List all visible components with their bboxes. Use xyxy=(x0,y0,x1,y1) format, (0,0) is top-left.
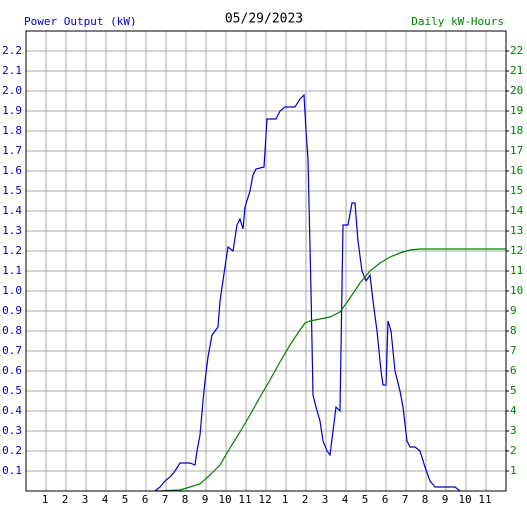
y2-tick-label: 11 xyxy=(510,264,523,277)
data-line xyxy=(154,93,461,492)
x-tick-label: 12 xyxy=(258,493,271,506)
x-tick-label: 1 xyxy=(42,493,49,506)
y-tick-label: 1.3 xyxy=(2,224,22,237)
y-tick-label: 1.8 xyxy=(2,124,22,137)
y2-tick-label: 16 xyxy=(510,164,523,177)
x-tick-label: 7 xyxy=(402,493,409,506)
y2-tick-label: 7 xyxy=(510,344,517,357)
y2-tick-label: 14 xyxy=(510,204,524,217)
y2-tick-label: 10 xyxy=(510,284,523,297)
y-tick-label: 1.1 xyxy=(2,264,22,277)
y2-tick-label: 3 xyxy=(510,424,517,437)
y2-tick-label: 1 xyxy=(510,464,517,477)
y-tick-label: 1.5 xyxy=(2,184,22,197)
x-tick-label: 6 xyxy=(382,493,389,506)
y-tick-label: 0.7 xyxy=(2,344,22,357)
y2-tick-label: 22 xyxy=(510,44,523,57)
y2-tick-label: 2 xyxy=(510,444,517,457)
y-tick-label: 1.9 xyxy=(2,104,22,117)
y2-tick-label: 4 xyxy=(510,404,517,417)
x-tick-label: 2 xyxy=(62,493,69,506)
y2-tick-label: 5 xyxy=(510,384,517,397)
x-tick-label: 3 xyxy=(82,493,89,506)
y2-tick-label: 12 xyxy=(510,244,523,257)
y2-tick-label: 13 xyxy=(510,224,523,237)
y-tick-label: 1.0 xyxy=(2,284,22,297)
y-tick-label: 2.2 xyxy=(2,44,22,57)
y-tick-label: 1.7 xyxy=(2,144,22,157)
x-tick-label: 8 xyxy=(422,493,429,506)
y2-tick-label: 9 xyxy=(510,304,517,317)
x-tick-label: 11 xyxy=(478,493,491,506)
y2-tick-label: 20 xyxy=(510,84,523,97)
x-tick-label: 9 xyxy=(202,493,209,506)
y-tick-label: 0.1 xyxy=(2,464,22,477)
y-tick-label: 1.4 xyxy=(2,204,22,217)
x-tick-label: 3 xyxy=(322,493,329,506)
x-tick-label: 2 xyxy=(302,493,309,506)
y-tick-label: 1.6 xyxy=(2,164,22,177)
y2-tick-label: 17 xyxy=(510,144,523,157)
x-tick-label: 11 xyxy=(238,493,251,506)
x-tick-label: 5 xyxy=(122,493,129,506)
y-tick-label: 0.8 xyxy=(2,324,22,337)
y2-axis-label: Daily kW-Hours xyxy=(411,15,504,28)
y2-tick-label: 15 xyxy=(510,184,523,197)
x-tick-label: 9 xyxy=(442,493,449,506)
x-tick-label: 8 xyxy=(182,493,189,506)
x-tick-label: 4 xyxy=(102,493,109,506)
y2-tick-label: 19 xyxy=(510,104,523,117)
y2-tick-label: 8 xyxy=(510,324,517,337)
y-tick-label: 2.1 xyxy=(2,64,22,77)
y2-tick-label: 6 xyxy=(510,364,517,377)
y-tick-label: 0.5 xyxy=(2,384,22,397)
y-tick-label: 0.9 xyxy=(2,304,22,317)
y-tick-label: 1.2 xyxy=(2,244,22,257)
y-tick-label: 2.0 xyxy=(2,84,22,97)
y-tick-label: 0.6 xyxy=(2,364,22,377)
y2-tick-label: 21 xyxy=(510,64,523,77)
y-tick-label: 0.4 xyxy=(2,404,22,417)
chart-title: 05/29/2023 xyxy=(225,12,303,27)
x-tick-label: 10 xyxy=(458,493,471,506)
y-tick-label: 0.3 xyxy=(2,424,22,437)
x-tick-label: 10 xyxy=(218,493,231,506)
x-tick-label: 7 xyxy=(162,493,169,506)
data-line xyxy=(155,248,506,492)
x-tick-label: 6 xyxy=(142,493,149,506)
x-tick-label: 4 xyxy=(342,493,349,506)
x-tick-label: 1 xyxy=(282,493,289,506)
y-axis-label: Power Output (kW) xyxy=(24,15,137,28)
plot xyxy=(154,93,506,492)
plot-frame xyxy=(25,30,507,492)
y2-tick-label: 18 xyxy=(510,124,523,137)
x-tick-label: 5 xyxy=(362,493,369,506)
y-tick-label: 0.2 xyxy=(2,444,22,457)
